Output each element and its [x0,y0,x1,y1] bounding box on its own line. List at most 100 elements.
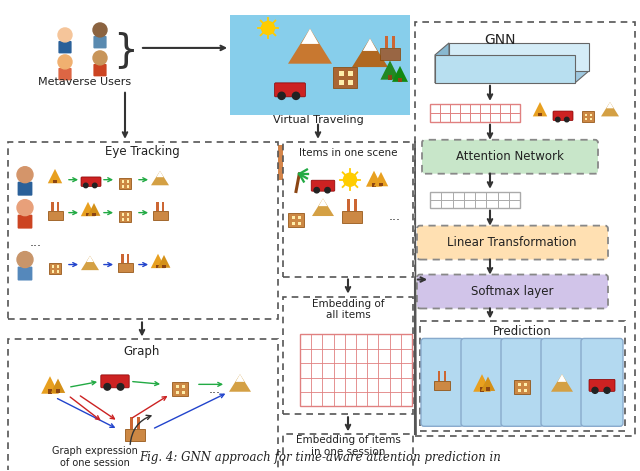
Polygon shape [551,374,573,392]
Bar [156,265,160,268]
Polygon shape [481,377,495,391]
Bar [348,72,353,76]
Polygon shape [449,43,589,71]
Circle shape [344,173,356,186]
Bar [118,263,132,272]
Bar [380,48,400,60]
FancyBboxPatch shape [18,215,33,228]
Bar [122,185,124,187]
Circle shape [17,167,33,183]
Bar [288,212,304,227]
Bar [415,22,635,436]
Polygon shape [236,374,244,382]
Polygon shape [151,171,169,185]
FancyBboxPatch shape [58,41,72,53]
FancyBboxPatch shape [417,226,608,260]
FancyBboxPatch shape [541,339,583,426]
Text: Virtual Traveling: Virtual Traveling [273,115,364,125]
Bar [283,297,413,414]
Bar [298,222,301,225]
Polygon shape [41,376,59,394]
FancyBboxPatch shape [421,339,463,426]
Bar [589,118,592,120]
Polygon shape [601,102,619,116]
Bar [122,218,124,220]
Bar [300,334,412,406]
Polygon shape [557,374,566,382]
Bar [161,202,164,211]
FancyBboxPatch shape [58,68,72,81]
Bar [52,265,54,268]
Text: Eye Tracking: Eye Tracking [104,145,179,158]
Polygon shape [81,202,95,216]
Circle shape [17,252,33,268]
Bar [122,180,124,183]
Bar [354,199,357,211]
Bar [524,390,527,392]
Bar [283,434,413,471]
FancyBboxPatch shape [553,111,573,121]
FancyBboxPatch shape [311,180,335,191]
Bar [514,381,530,394]
Circle shape [104,383,111,390]
Bar [118,178,131,189]
Bar [348,81,353,85]
Bar [486,387,490,391]
Bar [176,385,179,389]
Circle shape [592,387,598,393]
Bar [127,180,129,183]
Bar [152,211,168,220]
FancyBboxPatch shape [101,375,129,388]
Text: ...: ... [209,383,221,396]
Bar [230,15,410,115]
Bar [339,81,344,85]
Bar [420,322,625,431]
Text: Metaverse Users: Metaverse Users [38,77,132,87]
Text: Fig. 4: GNN approach for time-aware attention prediction in: Fig. 4: GNN approach for time-aware atte… [139,451,501,464]
Polygon shape [363,38,377,51]
Bar [385,36,388,48]
Bar [372,183,376,187]
FancyBboxPatch shape [417,275,608,309]
Polygon shape [86,256,93,262]
Bar [47,211,63,220]
FancyBboxPatch shape [422,140,598,174]
Bar [56,270,59,273]
Circle shape [17,200,33,216]
Bar [292,222,295,225]
Bar [392,36,395,48]
Polygon shape [48,169,62,183]
Bar [51,202,54,211]
Bar [130,417,133,429]
Bar [589,114,592,116]
Bar [379,183,383,187]
Text: Embedding of
all items: Embedding of all items [312,299,384,320]
Polygon shape [319,198,328,206]
Bar [86,212,90,216]
Bar [92,212,95,216]
Polygon shape [374,172,388,187]
Circle shape [117,383,124,390]
Bar [283,142,413,276]
Bar [298,216,301,219]
FancyBboxPatch shape [581,339,623,426]
Bar [122,213,124,216]
Polygon shape [151,254,165,268]
Polygon shape [435,71,589,83]
Polygon shape [532,102,547,116]
Polygon shape [301,29,319,44]
Bar [182,391,185,394]
Polygon shape [352,38,388,67]
Circle shape [278,92,285,99]
FancyBboxPatch shape [589,379,615,391]
Polygon shape [156,171,164,177]
Circle shape [262,22,275,34]
Text: GNN: GNN [484,33,516,47]
Circle shape [83,183,88,187]
Bar [48,390,52,394]
Circle shape [314,187,319,193]
Bar [518,383,521,386]
Bar [430,104,520,122]
Polygon shape [312,198,334,216]
Bar [582,111,594,122]
